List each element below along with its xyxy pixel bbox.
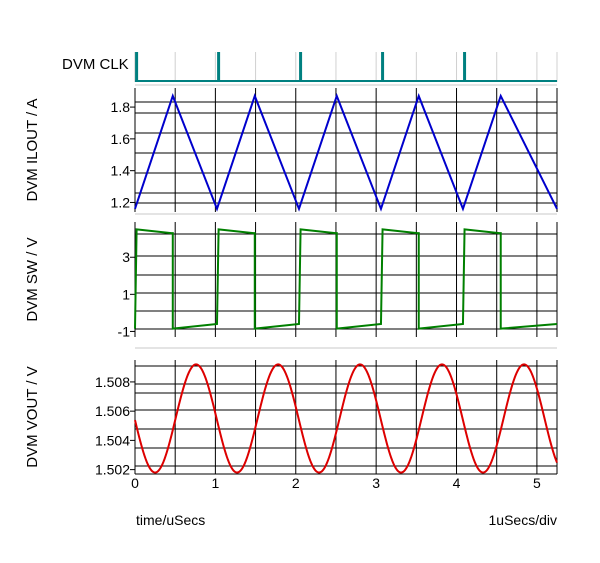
ylabel-sw: DVM SW / V [24, 237, 41, 321]
ylabel-vout: DVM VOUT / V [24, 366, 41, 467]
y-tick-label-ilout-2: 1.6 [111, 131, 131, 147]
x-scale-label: 1uSecs/div [489, 512, 557, 528]
series-sw-line [134, 228, 558, 330]
y-tick-label-vout-1: 1.504 [95, 432, 130, 448]
y-tick-label-sw-0: -1 [118, 323, 131, 339]
x-tick-label-0: 0 [131, 475, 139, 491]
x-tick-label-2: 2 [292, 475, 300, 491]
y-tick-label-ilout-3: 1.8 [111, 99, 131, 115]
x-axis-label: time/uSecs [136, 512, 205, 528]
y-tick-label-vout-2: 1.506 [95, 403, 130, 419]
x-tick-label-1: 1 [211, 475, 219, 491]
series-ilout-line [134, 93, 558, 212]
x-tick-label-3: 3 [372, 475, 380, 491]
plot-area: DVM CLK DVM ILOUT / A 1.2 1.4 1.6 1.8 DVM SW /… [24, 52, 558, 528]
y-tick-label-vout-3: 1.508 [95, 374, 130, 390]
y-tick-label-ilout-0: 1.2 [111, 194, 131, 210]
clk-pulse-4 [463, 52, 467, 81]
clk-pulse-3 [381, 52, 385, 81]
ylabel-ilout: DVM ILOUT / A [24, 98, 41, 201]
series-vout-line [134, 363, 558, 474]
y-tick-label-sw-2: 3 [122, 249, 130, 265]
y-tick-label-vout-0: 1.502 [95, 462, 130, 478]
clk-pulse-2 [299, 52, 303, 81]
ylabel-clk: DVM CLK [62, 56, 129, 73]
clk-pulse-0 [135, 52, 139, 81]
x-tick-label-4: 4 [453, 475, 461, 491]
x-tick-label-5: 5 [533, 475, 541, 491]
clk-pulse-1 [217, 52, 221, 81]
y-tick-label-ilout-1: 1.4 [111, 163, 131, 179]
y-tick-label-sw-1: 1 [122, 286, 130, 302]
